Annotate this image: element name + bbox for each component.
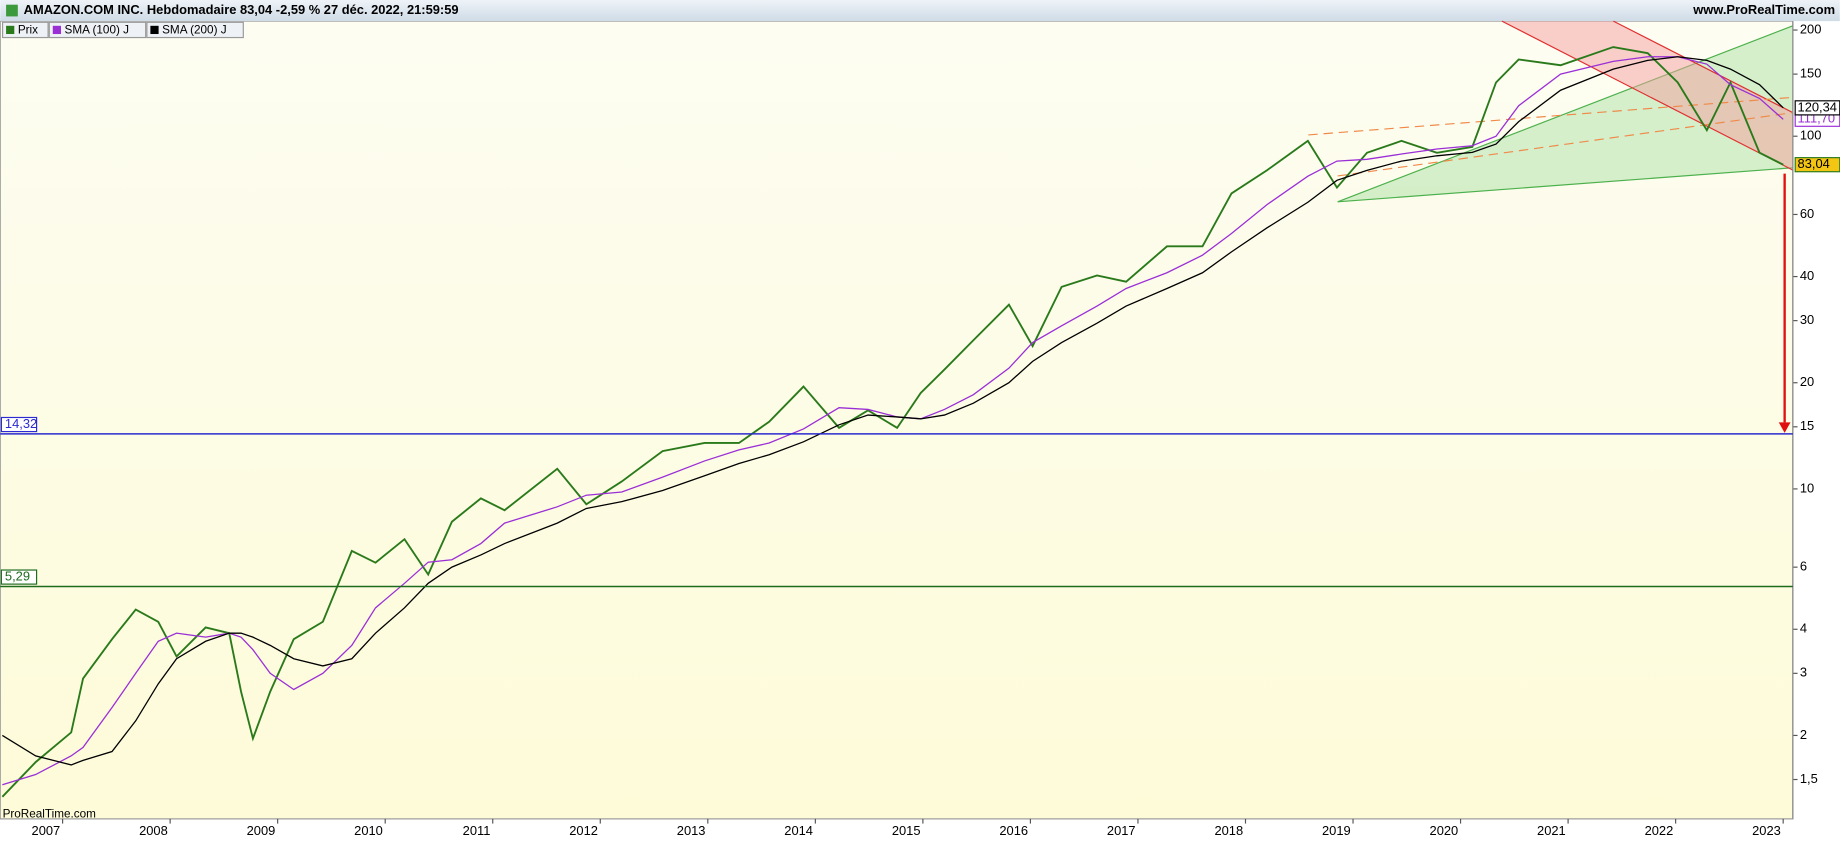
- arrow-head: [1778, 422, 1791, 433]
- x-tick-label: 2007: [32, 823, 61, 838]
- legend: Prix SMA (100) J SMA (200) J: [1, 21, 244, 39]
- x-tick-label: 2011: [463, 823, 491, 838]
- series-line: [2, 56, 1784, 786]
- watermark: ProRealTime.com: [3, 807, 96, 820]
- x-tick-label: 2017: [1107, 823, 1136, 838]
- level-box: [0, 416, 38, 433]
- x-tick-label: 2020: [1430, 823, 1459, 838]
- y-tick-label: 30: [1800, 312, 1814, 327]
- x-tick-label: 2009: [247, 823, 276, 838]
- legend-label: SMA (100) J: [65, 24, 129, 37]
- legend-item: [146, 21, 244, 39]
- y-tick-label: 100: [1800, 128, 1822, 143]
- title: AMAZON.COM INC. Hebdomadaire 83,04 -2,59…: [24, 2, 459, 17]
- dashed-line: [1308, 96, 1793, 136]
- level-box: [0, 569, 38, 585]
- y-tick-label: 15: [1800, 418, 1814, 433]
- site: www.ProRealTime.com: [1692, 2, 1835, 17]
- series-line: [1, 56, 1784, 766]
- x-tick-label: 2022: [1645, 823, 1674, 838]
- x-tick-label: 2014: [784, 823, 813, 838]
- y-tick-label: 40: [1800, 268, 1814, 283]
- end-label: 83,04: [1798, 156, 1830, 171]
- y-tick-label: 60: [1800, 206, 1814, 221]
- y-tick-label: 3: [1800, 665, 1807, 680]
- legend-swatch: [6, 25, 15, 35]
- legend-item: [48, 21, 147, 39]
- header-bar: [0, 0, 1840, 22]
- level-label: 5,29: [5, 568, 30, 583]
- y-tick-label: 150: [1800, 66, 1822, 81]
- y-tick-label: 2: [1800, 727, 1807, 742]
- x-tick-label: 2008: [139, 823, 168, 838]
- y-tick-label: 20: [1800, 374, 1814, 389]
- y-tick-label: 6: [1800, 559, 1807, 574]
- x-tick-label: 2016: [999, 823, 1028, 838]
- legend-label: SMA (200) J: [162, 24, 226, 37]
- x-tick-label: 2021: [1537, 823, 1566, 838]
- channel-line: [1613, 20, 1794, 114]
- channel-line: [1337, 25, 1794, 203]
- legend-swatch: [52, 25, 61, 35]
- x-tick-label: 2010: [354, 823, 383, 838]
- icon: [6, 4, 18, 17]
- level-label: 14,32: [5, 416, 37, 431]
- y-tick-label: 4: [1800, 621, 1807, 636]
- end-label: 120,34: [1798, 99, 1837, 114]
- y-tick-label: 200: [1800, 21, 1822, 36]
- channel-line: [1337, 167, 1793, 203]
- legend-label: Prix: [18, 24, 38, 37]
- x-tick-label: 2013: [677, 823, 706, 838]
- x-tick-label: 2019: [1322, 823, 1351, 838]
- x-tick-label: 2012: [569, 823, 598, 838]
- x-tick-label: 2018: [1214, 823, 1243, 838]
- x-tick-label: 2023: [1752, 823, 1781, 838]
- dashed-line: [1337, 112, 1793, 177]
- x-tick-label: 2015: [892, 823, 921, 838]
- series-line: [1, 46, 1784, 798]
- y-tick-label: 10: [1800, 480, 1814, 495]
- y-tick-label: 1,5: [1800, 771, 1818, 786]
- legend-swatch: [150, 25, 159, 35]
- channel-line: [1501, 20, 1794, 171]
